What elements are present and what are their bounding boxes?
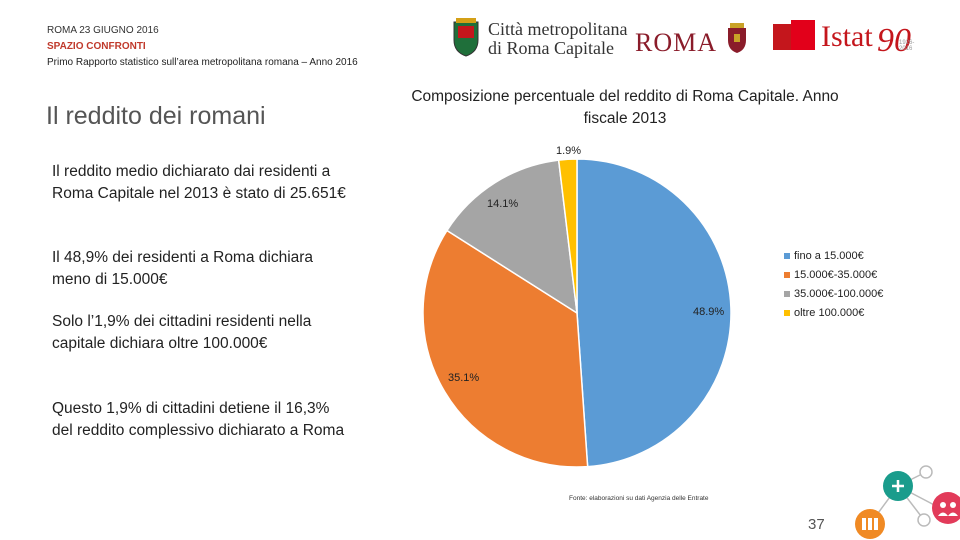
istat-text: Istat	[821, 20, 873, 53]
legend-item: 15.000€-35.000€	[784, 265, 883, 284]
page-number: 37	[808, 516, 825, 533]
legend-label: 15.000€-35.000€	[794, 268, 878, 281]
roma-crest-icon	[728, 23, 746, 53]
legend-item: fino a 15.000€	[784, 246, 883, 265]
data-label: 35.1%	[448, 372, 480, 384]
paragraph-reddito-complessivo: Questo 1,9% di cittadini detiene il 16,3…	[52, 400, 345, 439]
legend-swatch	[784, 290, 790, 297]
crest-icon	[453, 18, 479, 57]
istat-square-icon	[791, 20, 815, 50]
istat-square-icon	[773, 24, 795, 50]
legend-swatch	[784, 271, 790, 278]
pie-slice-oltre-100000	[557, 158, 578, 314]
istat-logo: Istat 90 1926-2016	[773, 20, 923, 64]
people-icon	[932, 492, 960, 524]
legend-label: oltre 100.000€	[794, 306, 865, 319]
page-title: Il reddito dei romani	[46, 102, 266, 130]
roma-logo: ROMA	[635, 28, 718, 57]
legend-swatch	[784, 309, 790, 316]
legend-label: 35.000€-100.000€	[794, 287, 884, 300]
source-note: Fonte: elaborazioni su dati Agenzia dell…	[569, 495, 709, 502]
chart-title: Composizione percentuale del reddito di …	[411, 88, 839, 127]
paragraph-meno-15000: Il 48,9% dei residenti a Roma dichiara m…	[52, 249, 314, 288]
chart-legend: fino a 15.000€ 15.000€-35.000€ 35.000€-100…	[784, 246, 883, 322]
header-event: ROMA 23 GIUGNO 2016	[47, 25, 159, 36]
legend-item: oltre 100.000€	[784, 303, 883, 322]
legend-label: fino a 15.000€	[794, 249, 864, 262]
legend-item: 35.000€-100.000€	[784, 284, 883, 303]
cm-line2: di Roma Capitale	[488, 38, 614, 58]
legend-swatch	[784, 252, 790, 259]
paragraph-reddito-medio: Il reddito medio dichiarato dai resident…	[52, 163, 346, 202]
paragraph-oltre-100000: Solo l’1,9% dei cittadini residenti nell…	[52, 313, 312, 352]
citta-metropolitana-logo: Città metropolitana di Roma Capitale	[452, 16, 632, 62]
decorative-network-icons	[855, 465, 960, 539]
istat-years: 1926-2016	[899, 40, 915, 52]
istat-ninety: 90	[877, 22, 911, 59]
data-label: 48.9%	[693, 306, 725, 318]
data-label: 14.1%	[487, 198, 519, 210]
pie-slice-35000-100000	[445, 159, 578, 315]
slide-header: ROMA 23 GIUGNO 2016 SPAZIO CONFRONTI Pri…	[47, 23, 358, 71]
header-report: Primo Rapporto statistico sull’area metr…	[47, 57, 358, 68]
pie-slice-15000-35000	[422, 229, 589, 468]
header-section: SPAZIO CONFRONTI	[47, 41, 146, 52]
cm-line1: Città metropolitana	[488, 19, 628, 39]
data-label: 1.9%	[556, 145, 582, 157]
pie-slice-fino-15000	[576, 158, 732, 468]
